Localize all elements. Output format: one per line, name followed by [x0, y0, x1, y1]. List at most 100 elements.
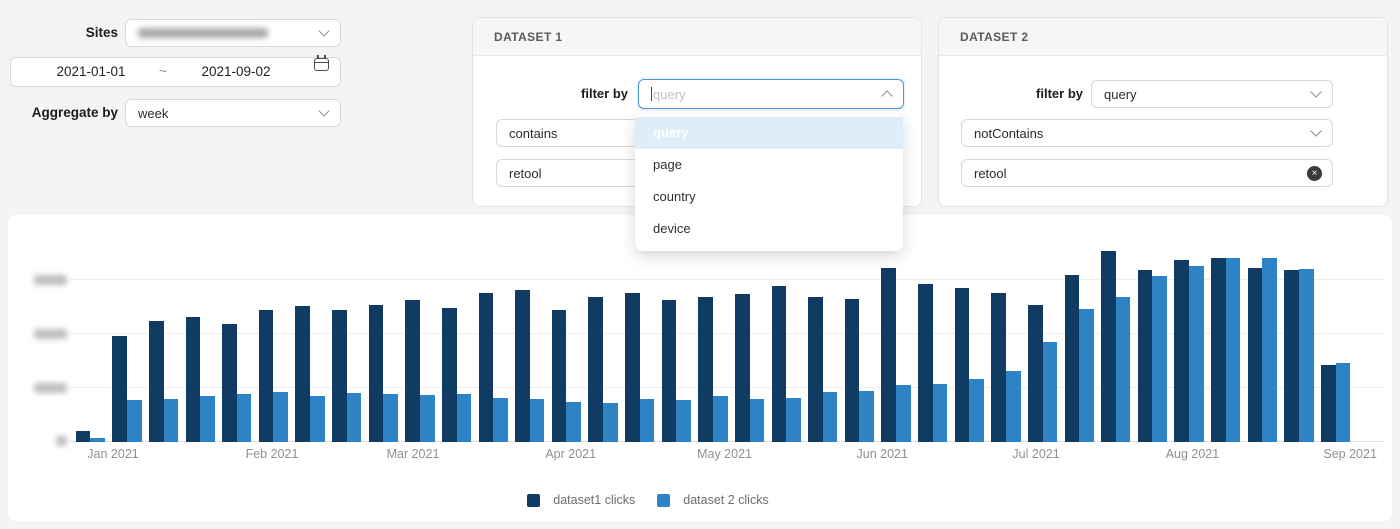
calendar-icon[interactable] — [314, 54, 329, 71]
date-start[interactable]: 2021-01-01 — [56, 64, 126, 79]
dataset2-operator-value: notContains — [974, 125, 1044, 141]
bar-group-week-18 — [695, 240, 732, 442]
bar-group-week-22 — [841, 240, 878, 442]
sites-label: Sites — [85, 25, 118, 40]
bar — [1174, 260, 1190, 442]
date-separator: ~ — [159, 64, 167, 79]
bar — [126, 400, 142, 442]
bar — [112, 335, 127, 442]
y-axis-label-redacted — [34, 383, 67, 394]
bar-group-week-23 — [878, 240, 915, 442]
legend-swatch-icon — [657, 493, 671, 507]
bar — [1079, 308, 1094, 442]
bar — [734, 293, 750, 442]
bar-group-week-15 — [585, 240, 622, 442]
bar-group-week-14 — [548, 240, 585, 442]
date-range-picker[interactable]: 2021-01-01 ~ 2021-09-02 — [10, 54, 341, 87]
bar-group-week-7 — [292, 240, 329, 442]
dropdown-option-country[interactable]: country — [653, 189, 696, 204]
bar — [1335, 362, 1351, 442]
bar — [236, 393, 252, 442]
bar-group-week-32 — [1207, 240, 1244, 442]
bar — [676, 400, 691, 442]
dataset2-filter-value: query — [1104, 86, 1137, 102]
bar — [881, 268, 897, 442]
bar — [712, 396, 728, 442]
bar — [749, 398, 765, 442]
x-axis-label: Jan 2021 — [87, 447, 139, 461]
bar-group-week-5 — [219, 240, 256, 442]
bar — [771, 285, 787, 442]
legend-label: dataset 2 clicks — [683, 493, 769, 507]
bar-group-week-8 — [328, 240, 365, 442]
gridline — [70, 333, 1384, 335]
bars — [72, 240, 1354, 442]
bar — [625, 292, 640, 442]
bar-group-week-20 — [768, 240, 805, 442]
x-axis-label: Mar 2021 — [386, 447, 440, 461]
bar — [808, 297, 823, 442]
bar — [954, 287, 970, 442]
legend-item[interactable]: dataset1 clicks — [527, 493, 635, 507]
dropdown-option-query[interactable]: query — [635, 117, 903, 149]
x-axis-label: Feb 2021 — [245, 447, 299, 461]
bar — [456, 394, 472, 442]
bar — [258, 310, 274, 442]
bar — [478, 292, 494, 442]
bar — [698, 297, 713, 442]
aggregate-by-value: week — [138, 105, 169, 121]
bar-group-week-16 — [621, 240, 658, 442]
clear-input-icon[interactable]: × — [1307, 165, 1322, 181]
aggregate-by-label: Aggregate by — [31, 105, 118, 120]
bar — [90, 437, 105, 442]
bar — [383, 393, 398, 442]
dataset1-filter-field-combobox[interactable]: query — [638, 79, 904, 109]
bar — [332, 310, 347, 442]
bar — [1320, 365, 1336, 442]
chart-legend: dataset1 clicks dataset 2 clicks — [8, 493, 1392, 507]
dataset1-query-value: retool — [509, 165, 542, 181]
dataset2-operator-select[interactable]: notContains — [961, 119, 1333, 147]
dropdown-option-device[interactable]: device — [653, 221, 691, 236]
bar — [603, 402, 618, 442]
dataset2-filter-by-label: filter by — [1036, 86, 1083, 101]
bar — [1225, 257, 1241, 442]
bar-group-week-34 — [1281, 240, 1318, 442]
bar — [222, 323, 237, 442]
bar-group-week-10 — [402, 240, 439, 442]
chart-plot: Jan 2021 Feb 2021 Mar 2021 Apr 2021 May 2021… — [34, 240, 1384, 461]
bar — [1137, 269, 1153, 442]
bar-group-week-9 — [365, 240, 402, 442]
dataset2-query-input[interactable]: retool × — [961, 159, 1333, 187]
bar-group-week-29 — [1098, 240, 1135, 442]
legend-item[interactable]: dataset 2 clicks — [657, 493, 769, 507]
x-axis-label: May 2021 — [697, 447, 752, 461]
sites-select[interactable] — [125, 19, 341, 47]
bar — [932, 384, 948, 442]
bar-group-week-13 — [512, 240, 549, 442]
date-end[interactable]: 2021-09-02 — [201, 64, 271, 79]
bar — [163, 398, 179, 442]
dataset2-filter-field-select[interactable]: query — [1091, 80, 1333, 108]
dropdown-option-page[interactable]: page — [653, 157, 682, 172]
dataset1-filter-by-label: filter by — [581, 86, 628, 101]
bar-group-week-28 — [1061, 240, 1098, 442]
bar — [1101, 250, 1116, 442]
aggregate-by-select[interactable]: week — [125, 99, 341, 127]
bar — [1284, 270, 1299, 442]
dataset1-filter-placeholder: query — [653, 86, 686, 102]
bar — [148, 321, 164, 442]
bar — [896, 385, 911, 442]
bar — [1189, 265, 1204, 442]
bar — [1042, 341, 1058, 442]
bar — [859, 390, 875, 442]
bar-group-week-31 — [1171, 240, 1208, 442]
bar-group-week-19 — [731, 240, 768, 442]
bar — [1298, 268, 1314, 442]
bar — [346, 392, 362, 442]
chevron-down-icon — [1310, 86, 1322, 98]
bar-group-week-11 — [438, 240, 475, 442]
bar-group-week-27 — [1024, 240, 1061, 442]
sites-value-redacted — [138, 28, 268, 38]
bar-group-week-35 — [1317, 240, 1354, 442]
